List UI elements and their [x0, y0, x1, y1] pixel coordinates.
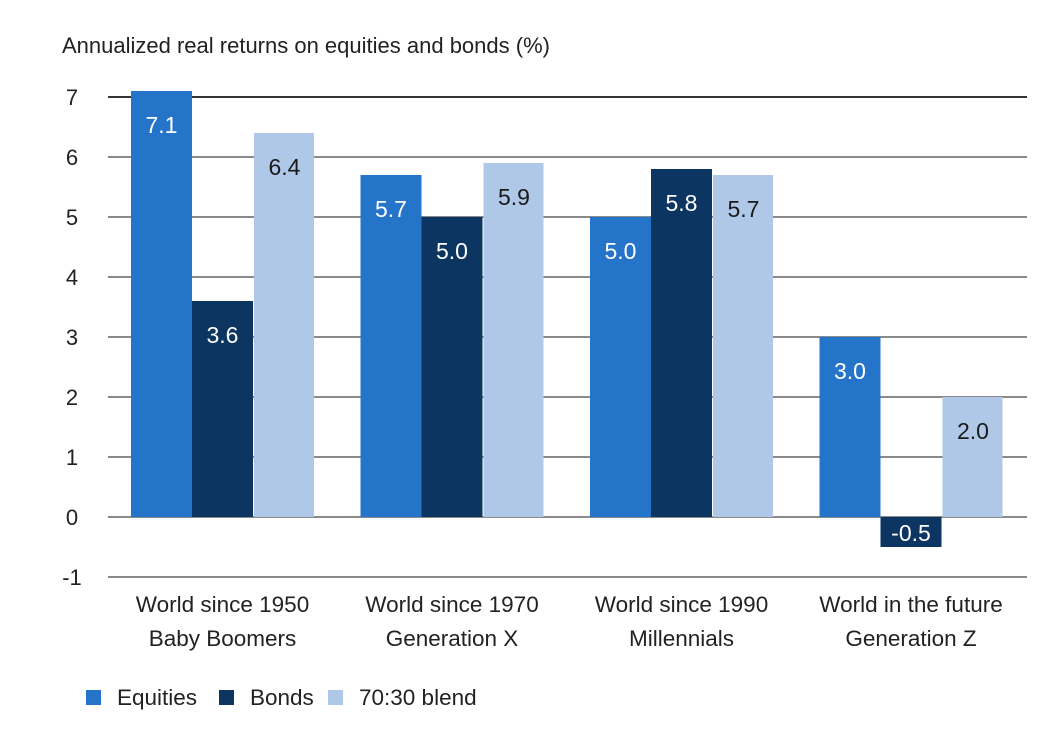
- y-tick-label: 7: [66, 85, 78, 110]
- x-tick-label: World since 1990: [595, 592, 768, 617]
- data-label: 3.0: [834, 358, 866, 384]
- data-label: 5.0: [605, 238, 637, 264]
- legend-swatch: [86, 690, 101, 705]
- legend-swatch: [328, 690, 343, 705]
- bar-equities: [360, 175, 422, 517]
- legend: Equities Bonds 70:30 blend: [86, 685, 477, 710]
- x-tick-label: Baby Boomers: [149, 626, 297, 651]
- legend-label: Equities: [117, 685, 197, 710]
- x-tick-label: World since 1970: [365, 592, 538, 617]
- x-axis-labels: World since 1950 Baby Boomers World since …: [136, 592, 1003, 651]
- x-tick-label: Generation Z: [845, 626, 977, 651]
- bar-bonds: [192, 301, 253, 517]
- data-label: 5.8: [666, 190, 698, 216]
- data-label: 2.0: [957, 418, 989, 444]
- y-axis-ticks: 7 6 5 4 3 2 1 0 -1: [62, 85, 82, 590]
- y-tick-label: 3: [66, 325, 78, 350]
- bar-70-30-blend: [254, 133, 314, 517]
- x-tick-label: Generation X: [386, 626, 519, 651]
- bar-70-30-blend: [942, 397, 1003, 517]
- bars: 7.1 3.6 6.4 5.7 5.0 5.9 5.0 5.8 5.7 3.0 -0.5 2.0: [131, 91, 1003, 547]
- y-tick-label: 5: [66, 205, 78, 230]
- bar-equities: [819, 337, 881, 517]
- y-tick-label: 0: [66, 505, 78, 530]
- x-tick-label: World since 1950: [136, 592, 309, 617]
- bar-70-30-blend: [483, 163, 544, 517]
- bar-equities: [590, 217, 651, 517]
- data-label: 3.6: [207, 322, 239, 348]
- data-label: 5.9: [498, 184, 530, 210]
- bar-bonds: [880, 517, 942, 547]
- x-tick-label: Millennials: [629, 626, 734, 651]
- y-tick-label: 6: [66, 145, 78, 170]
- data-label: 5.7: [375, 196, 407, 222]
- bar-equities: [131, 91, 192, 517]
- chart-title: Annualized real returns on equities and …: [62, 33, 550, 58]
- y-tick-label: 4: [66, 265, 78, 290]
- data-label: 5.7: [728, 196, 760, 222]
- x-tick-label: World in the future: [819, 592, 1002, 617]
- legend-swatch: [219, 690, 234, 705]
- legend-label: Bonds: [250, 685, 314, 710]
- legend-label: 70:30 blend: [359, 685, 477, 710]
- bar-bonds: [651, 169, 712, 517]
- data-label: 7.1: [146, 112, 178, 138]
- data-label: 5.0: [436, 238, 468, 264]
- data-label: -0.5: [891, 520, 931, 546]
- bar-70-30-blend: [713, 175, 773, 517]
- bar-bonds: [421, 217, 483, 517]
- y-tick-label: 1: [66, 445, 78, 470]
- y-tick-label: -1: [62, 565, 82, 590]
- y-tick-label: 2: [66, 385, 78, 410]
- data-label: 6.4: [269, 154, 301, 180]
